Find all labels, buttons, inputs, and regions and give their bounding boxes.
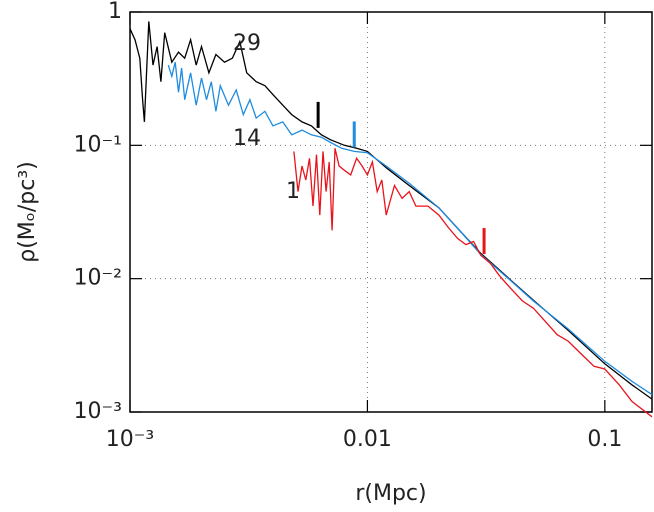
y-axis-label: ρ(Mₒ/pc³) xyxy=(15,161,40,263)
y-tick-label: 10⁻³ xyxy=(74,399,122,424)
series-label: 1 xyxy=(286,179,300,204)
series-label: 29 xyxy=(233,31,261,56)
x-tick-label: 0.01 xyxy=(343,427,392,452)
y-tick-label: 1 xyxy=(108,0,122,24)
series-label: 14 xyxy=(233,126,261,151)
x-axis-label: r(Mpc) xyxy=(355,481,426,506)
plot-frame xyxy=(129,11,653,413)
series-line xyxy=(167,62,653,396)
series-line xyxy=(293,148,653,418)
y-tick-label: 10⁻² xyxy=(74,266,122,291)
x-tick-label: 10⁻³ xyxy=(106,427,154,452)
y-tick-label: 10⁻¹ xyxy=(74,132,122,157)
x-tick-label: 0.1 xyxy=(587,427,622,452)
series-line xyxy=(129,21,653,400)
